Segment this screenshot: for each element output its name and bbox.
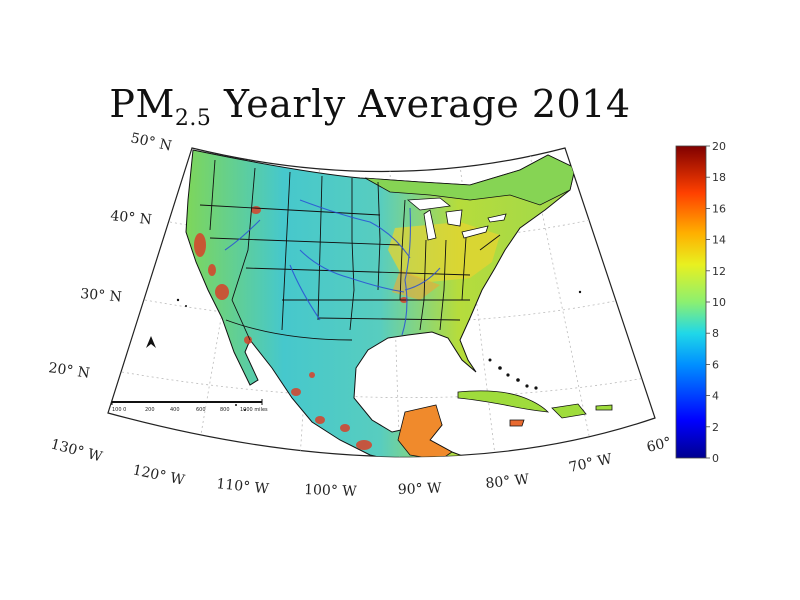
lat-label-40: 40° N [110,208,153,228]
scale-bar: 100 0 200 400 600 800 1000 miles [111,399,268,413]
east-us-elevated-region [388,222,500,282]
lat-label-50: 50° N [129,130,173,154]
scale-label-5: 1000 miles [240,407,268,413]
lat-label-20: 20° N [47,360,90,382]
lon-label-70: 70° W [568,451,615,476]
lon-label-80: 80° W [485,471,531,492]
north-arrow-icon [146,336,156,348]
colorbar-tick-label: 6 [712,358,719,371]
colorbar-tick-label: 0 [712,452,719,465]
colorbar-gradient [675,145,707,459]
lon-label-120: 120° W [131,462,186,489]
pacific-islands [176,290,582,411]
title-subscript: 2.5 [174,106,212,131]
yucatan-region [397,404,453,457]
lon-label-100: 100° W [304,482,358,500]
jamaica [509,419,525,427]
map-title: PM2.5 Yearly Average 2014 [0,82,740,131]
title-rest: Yearly Average 2014 [211,82,631,126]
caribbean-islands [457,358,613,427]
scale-label-4: 800 [220,407,230,413]
canada-southern-strip [364,154,576,206]
hispaniola [551,403,587,419]
scale-label-1: 200 [145,407,155,413]
lon-label-90: 90° W [398,480,443,498]
great-lakes [406,197,507,241]
scale-label-2: 400 [170,407,180,413]
colorbar-tick-label: 4 [712,390,719,403]
lat-label-30: 30° N [80,286,123,306]
colorbar-tick-label: 8 [712,327,719,340]
colorbar-tick-label: 12 [712,265,726,278]
puerto-rico [595,404,613,411]
colorbar-tick-label: 16 [712,202,726,215]
scale-label-3: 600 [196,407,206,413]
state-boundaries [199,159,501,341]
lon-label-130: 130° W [49,436,105,465]
rivers [224,199,441,336]
colorbar-tick-label: 18 [712,171,726,184]
colorbar-tick-label: 20 [712,140,726,153]
midwest-elevated-region [392,270,440,300]
bahamas [488,358,538,390]
hotspot-markers [194,206,408,450]
lon-label-60: 60° [645,434,673,456]
title-main: PM [109,82,175,126]
lon-label-110: 110° W [216,476,271,497]
scale-label-0: 100 0 [112,407,126,413]
colorbar-tick-label: 10 [712,296,726,309]
colorbar-tick-label: 2 [712,421,719,434]
cuba [457,390,550,413]
colorbar-tick-label: 14 [712,234,726,247]
